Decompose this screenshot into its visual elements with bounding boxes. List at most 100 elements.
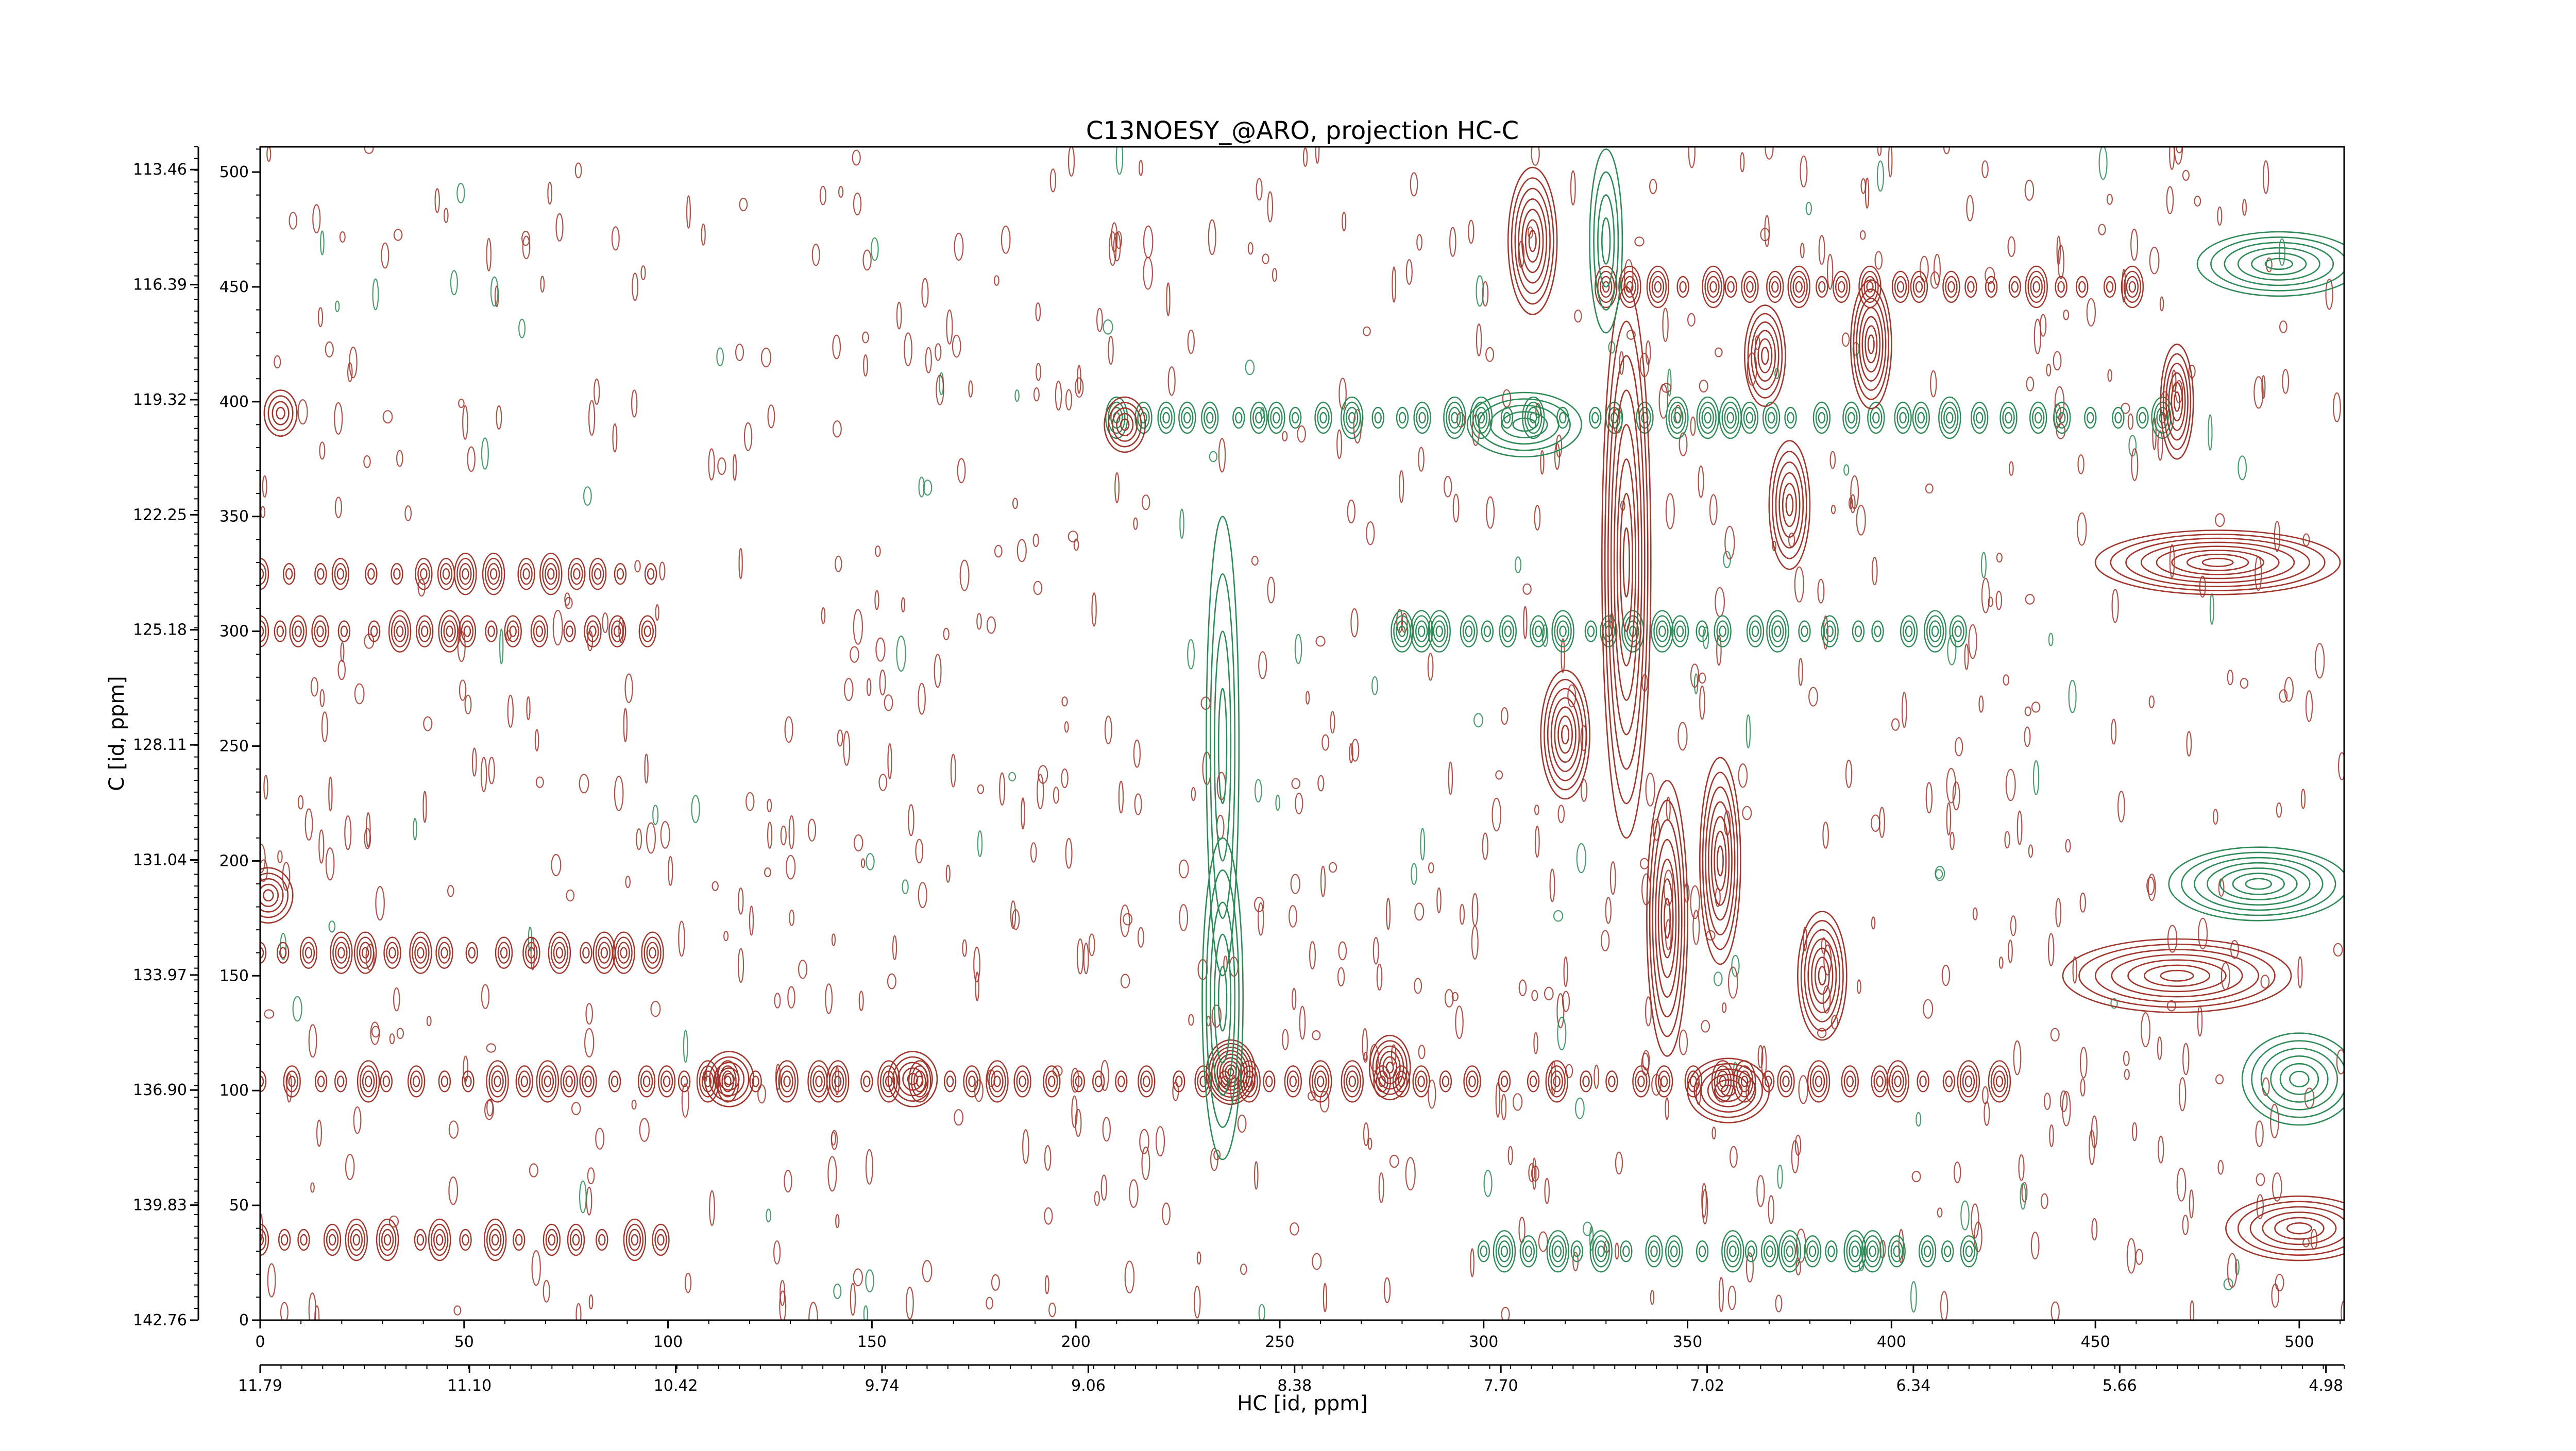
peak-contour	[1782, 483, 1797, 527]
band-contour	[465, 942, 478, 964]
noise-contour	[1933, 253, 1941, 285]
noise-contour	[450, 270, 458, 296]
noise-contour	[1337, 967, 1345, 987]
noise-contour	[959, 559, 970, 591]
band-contour	[2087, 412, 2094, 424]
peak-contour	[704, 1051, 755, 1107]
band-contour	[1412, 615, 1431, 647]
band-contour	[1314, 401, 1332, 434]
noise-contour	[1930, 370, 1937, 398]
peak-contour	[1818, 966, 1826, 986]
band-contour	[361, 947, 369, 959]
band-contour	[1738, 1070, 1751, 1092]
noise-contour	[2272, 1172, 2282, 1202]
band-contour	[260, 1234, 264, 1246]
noise-contour	[723, 931, 729, 942]
peak-27	[2241, 1032, 2344, 1126]
noise-contour	[292, 996, 302, 1022]
band-contour	[1045, 1070, 1058, 1092]
peak-23	[2062, 938, 2292, 1013]
band-contour	[1660, 1076, 1668, 1087]
band-contour	[1592, 1235, 1610, 1268]
noise-contour	[1141, 1146, 1150, 1181]
band-contour	[611, 620, 624, 642]
band-contour	[614, 562, 627, 585]
band-contour	[1809, 1065, 1828, 1098]
peak-contour	[1557, 715, 1573, 754]
noise-contour	[1822, 985, 1831, 1014]
noise-contour	[267, 1263, 276, 1298]
noise-contour	[1258, 1304, 1265, 1320]
noise-contour	[1030, 842, 1037, 863]
peak-9	[1797, 911, 1848, 1041]
noise-contour	[1179, 508, 1184, 539]
band-contour	[1550, 1070, 1563, 1092]
band-contour	[492, 1234, 499, 1246]
band-contour	[1493, 1230, 1516, 1273]
noise-contour	[1094, 1191, 1100, 1206]
band-contour	[2103, 276, 2116, 298]
peak-contour	[2251, 252, 2307, 276]
peak-contour	[1707, 1073, 1750, 1107]
band-contour	[535, 625, 544, 637]
noise-contour	[319, 689, 325, 707]
band-contour	[1673, 412, 1681, 424]
band-contour	[1137, 406, 1150, 429]
band-contour	[417, 947, 425, 959]
noise-contour	[1267, 191, 1274, 223]
band-contour	[487, 625, 495, 637]
band-contour	[1747, 1245, 1755, 1257]
x-ppm-tick-label: 7.70	[1484, 1377, 1518, 1395]
peak-contour	[1214, 933, 1232, 1064]
noise-contour	[767, 404, 775, 429]
band-contour	[1714, 615, 1732, 647]
noise-contour	[1800, 243, 1805, 259]
band-contour	[1559, 412, 1567, 424]
noise-contour	[382, 410, 393, 424]
x-point-tick-label: 400	[1877, 1333, 1906, 1351]
noise-contour	[1615, 1151, 1623, 1175]
band-contour	[418, 620, 431, 642]
noise-contour	[874, 590, 879, 610]
band-contour	[359, 942, 372, 964]
noise-contour	[884, 694, 893, 711]
noise-contour	[832, 420, 842, 438]
noise-contour	[691, 795, 700, 824]
noise-contour	[1141, 494, 1150, 510]
band-contour	[1719, 625, 1726, 637]
noise-contour	[2021, 1182, 2028, 1203]
noise-contour	[946, 309, 953, 345]
noise-contour	[798, 960, 808, 979]
noise-contour	[1634, 236, 1645, 247]
noise-contour	[1143, 257, 1153, 290]
band-contour	[302, 942, 315, 964]
band-contour	[317, 1076, 325, 1087]
noise-contour	[325, 847, 335, 881]
noise-contour	[286, 1073, 293, 1103]
band-contour	[1921, 1240, 1934, 1262]
peak-contour	[1687, 1057, 1770, 1123]
noise-contour	[1534, 825, 1540, 858]
noise-contour	[1953, 1162, 1961, 1184]
band-contour	[500, 947, 508, 959]
noise-contour	[993, 275, 999, 286]
noise-contour	[1998, 957, 2004, 969]
noise-contour	[1775, 1294, 1783, 1312]
noise-contour	[1871, 556, 1878, 586]
band-contour	[831, 1070, 844, 1092]
noise-contour	[587, 1167, 595, 1185]
noise-contour	[1665, 1097, 1669, 1120]
band-contour	[335, 942, 348, 964]
noise-contour	[767, 798, 772, 813]
band-contour	[1751, 625, 1759, 637]
noise-contour	[1383, 1277, 1391, 1304]
noise-contour	[2049, 1124, 2054, 1148]
noise-contour	[388, 1215, 399, 1228]
noise-contour	[749, 906, 754, 936]
band-contour	[1415, 620, 1428, 642]
band-contour	[1743, 276, 1756, 298]
noise-contour	[1930, 271, 1940, 289]
band-contour	[1766, 1245, 1774, 1257]
band-contour	[337, 620, 351, 642]
noise-contour	[2300, 789, 2306, 809]
